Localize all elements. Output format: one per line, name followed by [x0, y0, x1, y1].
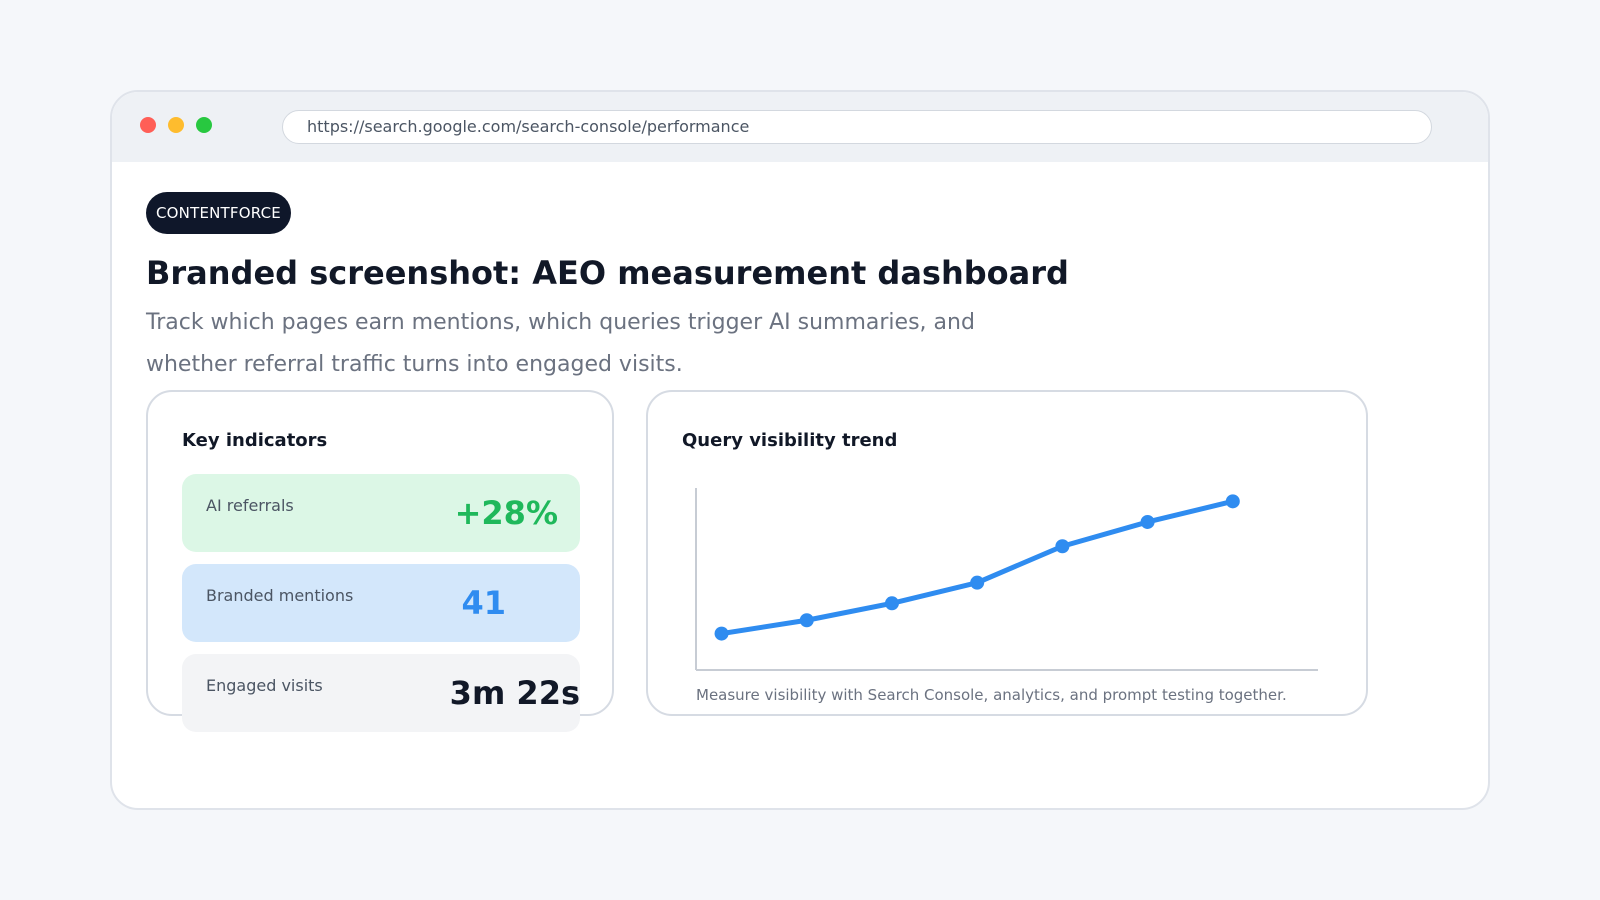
- metric-label: Engaged visits: [206, 676, 323, 695]
- series-line: [719, 498, 1236, 637]
- address-bar[interactable]: https://search.google.com/search-console…: [282, 110, 1432, 144]
- page-subtitle: Track which pages earn mentions, which q…: [146, 310, 975, 377]
- data-point: [1055, 539, 1070, 554]
- metric-value: +28%: [454, 494, 558, 532]
- metric-engaged-visits: Engaged visits 3m 22s: [182, 654, 580, 732]
- data-point: [970, 575, 985, 590]
- key-indicators-card: Key indicators AI referrals +28% Branded…: [146, 390, 614, 732]
- data-point: [1140, 514, 1155, 529]
- brand-badge: CONTENTFORCE: [146, 192, 291, 234]
- minimize-window-button[interactable]: [168, 117, 184, 133]
- data-point: [714, 626, 729, 641]
- metric-value: 3m 22s: [449, 674, 580, 712]
- maximize-window-button[interactable]: [196, 117, 212, 133]
- page-title: Branded screenshot: AEO measurement dash…: [146, 254, 1069, 292]
- data-point: [1225, 494, 1240, 509]
- key-indicators-title: Key indicators: [182, 430, 328, 451]
- chart-caption: Measure visibility with Search Console, …: [696, 686, 1287, 704]
- metric-value: 41: [461, 584, 506, 622]
- data-point: [799, 613, 814, 628]
- browser-window: https://search.google.com/search-console…: [110, 90, 1490, 810]
- visibility-line-chart: [695, 488, 1318, 671]
- data-point: [884, 596, 899, 611]
- metric-label: Branded mentions: [206, 586, 354, 605]
- browser-titlebar: https://search.google.com/search-console…: [112, 92, 1488, 162]
- metric-label: AI referrals: [206, 496, 294, 515]
- query-visibility-card: Query visibility trend Measure visibilit…: [646, 390, 1368, 716]
- close-window-button[interactable]: [140, 117, 156, 133]
- metric-branded-mentions: Branded mentions 41: [182, 564, 580, 642]
- query-visibility-title: Query visibility trend: [682, 430, 898, 451]
- metric-ai-referrals: AI referrals +28%: [182, 474, 580, 552]
